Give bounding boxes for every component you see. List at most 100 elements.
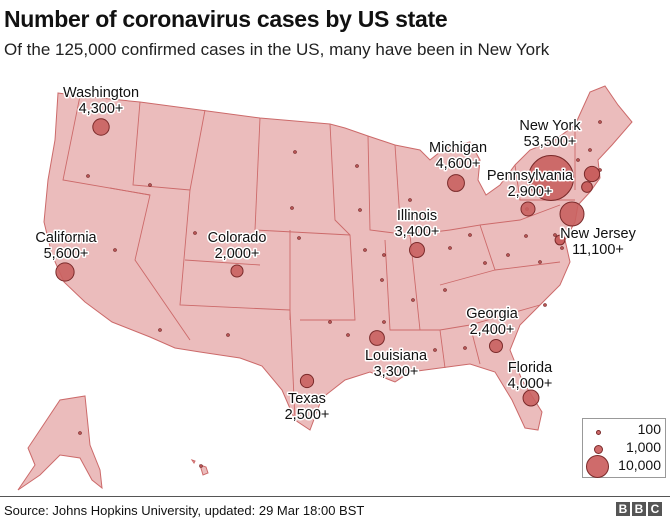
case-circle-pennsylvania — [520, 201, 536, 217]
case-dot — [328, 320, 332, 324]
logo-letter: B — [616, 502, 630, 516]
case-dot — [158, 328, 162, 332]
case-dot — [538, 260, 542, 264]
state-border — [109, 187, 151, 196]
state-label: Texas — [288, 391, 326, 407]
legend-dot-1000 — [594, 445, 603, 454]
case-circle-louisiana — [369, 330, 385, 346]
case-dot — [506, 253, 510, 257]
case-dot — [290, 206, 294, 210]
alaska — [17, 395, 103, 491]
divider — [0, 496, 670, 497]
case-circle-new-jersey — [559, 201, 585, 227]
cases-label: 5,600+ — [44, 246, 89, 262]
source-note: Source: Johns Hopkins University, update… — [4, 503, 365, 518]
cases-label: 3,400+ — [395, 224, 440, 240]
case-circle-colorado — [230, 264, 244, 278]
state-border — [439, 224, 496, 286]
cases-label: 2,400+ — [470, 322, 515, 338]
state-border — [254, 117, 261, 231]
state-label: California — [35, 230, 97, 246]
state-label: New Jersey — [560, 226, 636, 242]
cases-label: 53,500+ — [524, 134, 577, 150]
state-border — [479, 204, 561, 226]
case-dot — [553, 233, 557, 237]
case-circle-texas — [299, 373, 315, 389]
state-label: New York — [519, 118, 581, 134]
logo-letter: B — [632, 502, 646, 516]
case-dot — [297, 236, 301, 240]
case-dot — [411, 298, 415, 302]
case-dot — [463, 346, 467, 350]
state-border — [132, 101, 191, 191]
case-circle-washington — [92, 118, 110, 136]
case-dot — [598, 120, 602, 124]
case-circle — [583, 165, 601, 183]
state-label: Illinois — [397, 208, 437, 224]
legend: 100 1,000 10,000 — [582, 418, 666, 478]
case-dot — [560, 246, 564, 250]
case-dot — [408, 198, 412, 202]
case-dot — [576, 158, 580, 162]
case-circle — [554, 234, 566, 246]
cases-label: 4,600+ — [436, 156, 481, 172]
case-dot — [355, 164, 359, 168]
state-border — [189, 109, 206, 191]
cases-label: 2,500+ — [285, 407, 330, 423]
case-dot — [382, 253, 386, 257]
state-label: Pennsylvania — [487, 168, 574, 184]
state-border — [394, 144, 401, 221]
case-dot — [433, 348, 437, 352]
case-dot — [380, 278, 384, 282]
state-border — [469, 324, 481, 365]
case-circle-new-york — [528, 155, 574, 201]
cases-label: 3,300+ — [374, 364, 419, 380]
legend-label: 100 — [637, 421, 661, 437]
legend-dot-100 — [596, 430, 601, 435]
state-border — [179, 189, 291, 311]
logo-letter: C — [648, 502, 662, 516]
case-dot — [113, 248, 117, 252]
case-dot — [86, 174, 90, 178]
page-title: Number of coronavirus cases by US state — [4, 6, 448, 32]
case-dot — [293, 150, 297, 154]
case-dot — [448, 246, 452, 250]
state-border — [254, 229, 351, 236]
case-dot — [199, 464, 203, 468]
state-border — [184, 259, 261, 266]
state-border — [439, 329, 446, 369]
state-border — [494, 261, 561, 271]
case-dot — [483, 261, 487, 265]
cases-label: 2,000+ — [215, 246, 260, 262]
cases-label: 4,000+ — [508, 376, 553, 392]
case-dot — [443, 288, 447, 292]
state-label: Washington — [63, 85, 139, 101]
cases-label: 4,300+ — [79, 101, 124, 117]
case-circle-georgia — [489, 339, 503, 353]
state-border — [289, 309, 296, 421]
subtitle: Of the 125,000 confirmed cases in the US… — [4, 40, 550, 59]
state-label: Florida — [508, 360, 553, 376]
state-label: Colorado — [208, 230, 267, 246]
case-circle-california — [55, 262, 75, 282]
case-circle-illinois — [409, 242, 425, 258]
hawaii — [190, 459, 209, 476]
case-dot — [78, 431, 82, 435]
case-dot — [346, 333, 350, 337]
contiguous-us — [43, 85, 633, 431]
case-dot — [524, 234, 528, 238]
case-dot — [588, 148, 592, 152]
case-circle — [581, 181, 593, 193]
cases-label: 2,900+ — [508, 184, 553, 200]
case-circle-michigan — [447, 174, 465, 192]
case-dot — [226, 333, 230, 337]
case-dot — [148, 183, 152, 187]
state-border — [367, 135, 451, 236]
bbc-logo: B B C — [616, 502, 662, 516]
state-border — [300, 123, 356, 321]
state-label: Louisiana — [365, 348, 428, 364]
case-dot — [358, 208, 362, 212]
cases-label: 11,100+ — [572, 242, 624, 258]
